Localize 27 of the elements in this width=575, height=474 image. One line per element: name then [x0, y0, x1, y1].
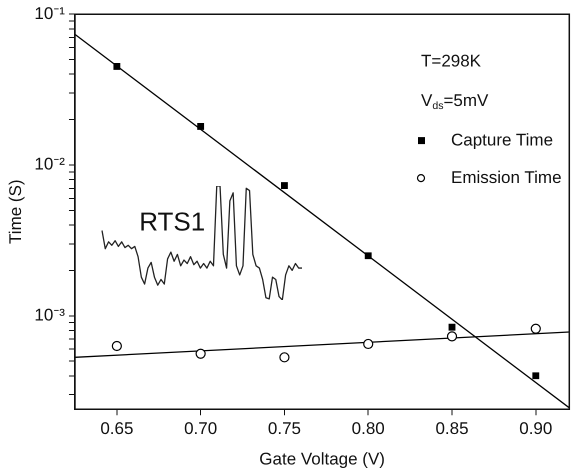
point [446, 331, 458, 342]
point [112, 340, 122, 352]
point [532, 372, 540, 380]
point [530, 324, 541, 334]
x-tick-label: 0.75 [268, 419, 301, 438]
point [197, 123, 204, 130]
annotation: RTS1 [139, 206, 206, 237]
x-tick-label: 0.85 [435, 419, 469, 438]
x-tick-label: 0.90 [519, 419, 552, 438]
y-tick-label: 10⁻² [34, 154, 66, 174]
annotation: T=298K [421, 51, 482, 70]
legend-label: Capture Time [451, 130, 554, 150]
y-axis-title: Time (S) [6, 179, 25, 244]
point [363, 338, 374, 350]
point [364, 252, 372, 260]
x-tick-label: 0.70 [184, 419, 218, 438]
x-axis-title: Gate Voltage (V) [259, 449, 385, 468]
y-tick-label: 10⁻³ [34, 305, 66, 324]
point [113, 63, 120, 70]
x-tick-label: 0.80 [352, 419, 385, 438]
point [448, 324, 456, 331]
point [281, 182, 288, 190]
point [196, 348, 206, 359]
legend-label: Emission Time [451, 168, 562, 187]
y-tick-label: 10⁻¹ [34, 4, 66, 23]
point [279, 352, 290, 362]
x-tick-label: 0.65 [100, 419, 134, 438]
